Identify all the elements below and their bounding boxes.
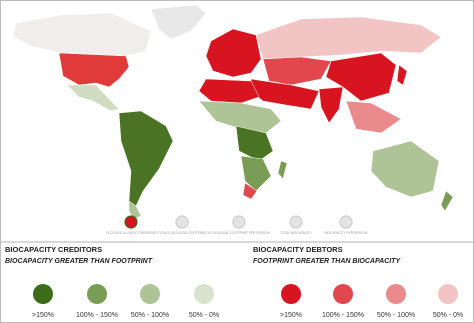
central-america <box>66 84 120 112</box>
russia <box>255 16 442 60</box>
legend-label: 50% - 100% <box>131 312 169 319</box>
icon <box>232 215 246 229</box>
legend-swatch <box>87 284 107 304</box>
icon-label: ECOLOGICAL DEFICIT/RESERVE <box>106 231 156 235</box>
icon-row: ECOLOGICAL DEFICIT/RESERVE TOTAL ECOLOGIC… <box>106 215 369 235</box>
legend-swatch <box>333 284 353 304</box>
legend-title: BIOCAPACITY CREDITORS <box>5 245 102 254</box>
legend-title: BIOCAPACITY DEBTORS <box>253 245 343 254</box>
madagascar <box>277 160 288 180</box>
legend-swatch <box>33 284 53 304</box>
land-masses <box>12 4 454 220</box>
icon-label: TOTAL ECOLOGICAL FOOTPRINT <box>157 231 208 235</box>
legend-swatch <box>386 284 406 304</box>
legend-swatch <box>194 284 214 304</box>
legend-subtitle: FOOTPRINT GREATER THAN BIOCAPACITY <box>253 258 401 265</box>
legend-label: 100% - 150% <box>76 312 118 319</box>
southern-africa <box>240 155 272 192</box>
legend-label: 50% - 0% <box>189 312 219 319</box>
legend-subtitle: BIOCAPACITY GREATER THAN FOOTPRINT <box>5 258 153 265</box>
legend: BIOCAPACITY CREDITORS BIOCAPACITY GREATER… <box>5 245 463 319</box>
japan <box>396 64 408 86</box>
india <box>318 86 344 124</box>
icon <box>339 215 353 229</box>
canada <box>12 12 152 57</box>
legend-swatch <box>281 284 301 304</box>
china <box>325 52 397 102</box>
legend-swatch <box>140 284 160 304</box>
southeast-asia <box>345 100 402 134</box>
central-africa <box>235 125 274 162</box>
icon-label: BIOCAPACITY PER PERSON <box>325 231 369 235</box>
south-america <box>118 110 174 207</box>
legend-swatch <box>438 284 458 304</box>
patagonia <box>128 200 142 220</box>
australia <box>370 140 440 198</box>
icon-label: ECOLOGICAL FOOTPRINT PER PERSON <box>208 231 270 235</box>
legend-label: 50% - 0% <box>433 312 463 319</box>
icon <box>124 215 138 229</box>
greenland <box>150 4 207 40</box>
south-africa <box>242 182 258 200</box>
west-africa <box>198 100 282 134</box>
icon <box>289 215 303 229</box>
icon-label: TOTAL BIOCAPACITY <box>280 231 313 235</box>
legend-label: 50% - 100% <box>377 312 415 319</box>
north-africa <box>198 78 260 104</box>
new-zealand <box>440 190 454 212</box>
icon <box>175 215 189 229</box>
usa <box>58 52 130 88</box>
central-asia <box>262 56 332 86</box>
legend-label: >150% <box>280 312 302 319</box>
legend-label: 100% - 150% <box>322 312 364 319</box>
europe <box>205 28 262 78</box>
legend-label: >150% <box>32 312 54 319</box>
